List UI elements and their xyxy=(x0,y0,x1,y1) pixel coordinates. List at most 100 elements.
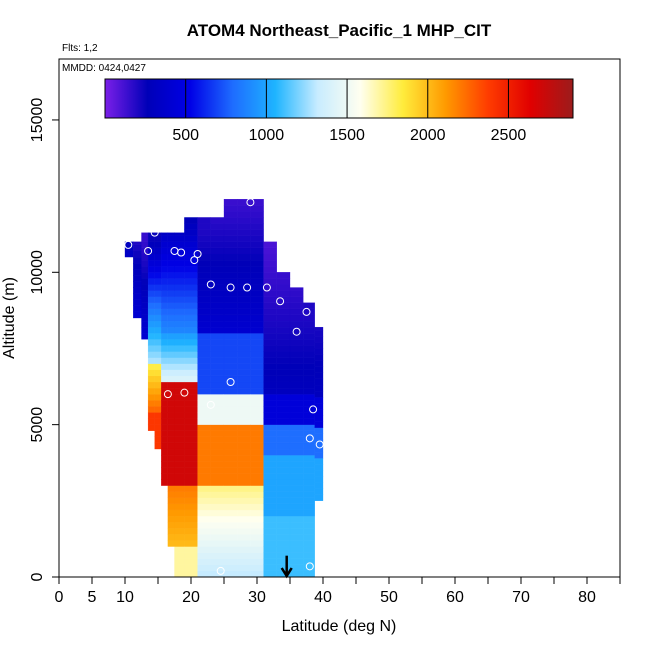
heat-cell xyxy=(250,424,264,431)
heat-cell xyxy=(161,406,169,413)
heat-cell xyxy=(223,570,238,577)
heat-cell xyxy=(174,235,185,242)
heat-cell xyxy=(237,339,251,346)
heat-cell xyxy=(263,540,277,547)
heat-cell xyxy=(210,229,225,236)
heat-cell xyxy=(184,534,198,541)
heat-cell xyxy=(174,381,185,389)
heat-cell xyxy=(161,430,169,437)
heat-cell xyxy=(237,461,251,468)
heat-cell xyxy=(314,378,324,386)
heat-cell xyxy=(210,369,225,377)
heat-cell xyxy=(141,235,149,242)
heat-cell xyxy=(161,418,169,425)
heat-cell xyxy=(223,497,238,505)
heat-cell xyxy=(197,217,211,224)
heat-cell xyxy=(167,467,175,474)
heat-cell xyxy=(141,253,149,261)
heat-cell xyxy=(314,354,324,361)
heat-cell xyxy=(250,485,264,492)
heat-cell xyxy=(289,296,304,303)
heat-cell xyxy=(167,326,175,334)
heat-cell xyxy=(223,235,238,242)
heat-cell xyxy=(223,485,238,492)
heat-cell xyxy=(237,418,251,425)
heat-cell xyxy=(154,351,162,358)
heat-cell xyxy=(197,546,211,553)
heat-cell xyxy=(167,253,175,261)
heat-cell xyxy=(174,284,185,291)
heat-cell xyxy=(276,406,291,413)
heat-cell xyxy=(147,412,155,419)
heat-cell xyxy=(184,296,198,303)
observation-point xyxy=(276,297,285,306)
heat-cell xyxy=(237,381,251,389)
heat-cell xyxy=(184,326,198,334)
heat-cell xyxy=(263,381,277,389)
heat-cell xyxy=(161,296,169,303)
x-tick-label: 10 xyxy=(116,589,134,606)
heat-cell xyxy=(197,436,211,444)
heat-cell xyxy=(289,497,304,505)
heat-cell xyxy=(174,485,185,492)
heat-cell xyxy=(184,515,198,523)
heat-cell xyxy=(167,479,175,486)
heat-cell xyxy=(223,296,238,303)
heat-cell xyxy=(250,442,264,450)
heat-cell xyxy=(210,247,225,255)
heat-cell xyxy=(276,540,291,547)
heat-cell xyxy=(276,522,291,529)
heat-cell xyxy=(174,540,185,547)
heat-cell xyxy=(263,375,277,383)
heat-cell xyxy=(314,397,324,404)
heat-cell xyxy=(210,534,225,541)
heat-cell xyxy=(184,284,198,291)
heat-cell xyxy=(197,467,211,474)
heat-cell xyxy=(197,430,211,437)
heat-cell xyxy=(197,473,211,480)
heat-cell xyxy=(250,461,264,468)
heat-cell xyxy=(289,442,304,450)
heat-cell xyxy=(276,363,291,370)
heat-cell xyxy=(303,546,315,553)
heat-cell xyxy=(167,491,175,498)
heat-cell xyxy=(161,424,169,431)
heat-cell xyxy=(237,369,251,377)
heat-cell xyxy=(184,381,198,389)
heat-cell xyxy=(289,540,304,547)
heat-cell xyxy=(184,302,198,310)
heat-cell xyxy=(147,387,155,395)
heat-cell xyxy=(314,476,324,483)
heat-cell xyxy=(263,259,277,267)
heat-cell xyxy=(147,357,155,364)
heat-cell xyxy=(223,400,238,407)
heat-cell xyxy=(184,528,198,535)
heat-cell xyxy=(276,302,291,310)
heat-cell xyxy=(197,308,211,316)
heat-cell xyxy=(174,278,185,285)
heat-cell xyxy=(210,387,225,395)
heat-cell xyxy=(154,272,162,279)
heat-cell xyxy=(250,558,264,565)
heat-cell xyxy=(161,375,169,383)
heat-cell xyxy=(276,528,291,535)
heat-cell xyxy=(197,491,211,498)
heat-cell xyxy=(263,326,277,334)
heat-cell xyxy=(210,272,225,279)
heat-cell xyxy=(303,528,315,535)
heat-cell xyxy=(133,263,142,270)
observation-point xyxy=(243,283,252,292)
heat-cell xyxy=(314,372,324,380)
heat-cell xyxy=(223,308,238,316)
heat-cell xyxy=(289,381,304,389)
heat-cell xyxy=(276,461,291,468)
heat-cell xyxy=(237,491,251,498)
heat-cell xyxy=(263,522,277,529)
heat-cell xyxy=(303,515,315,523)
heat-cell xyxy=(147,363,155,370)
heat-cell xyxy=(250,211,264,218)
heat-cell xyxy=(303,326,315,334)
heat-cell xyxy=(184,497,198,505)
heat-cell xyxy=(263,534,277,541)
heat-cell xyxy=(289,287,304,291)
